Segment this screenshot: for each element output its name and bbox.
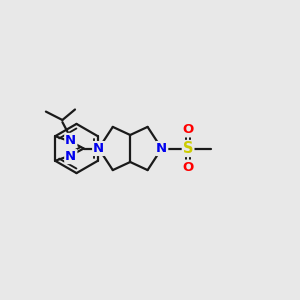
Text: N: N [93,142,104,155]
Text: S: S [183,141,193,156]
Text: N: N [65,134,76,147]
Text: O: O [182,160,194,174]
Text: N: N [156,142,167,155]
Text: N: N [65,150,76,163]
Text: O: O [182,123,194,136]
